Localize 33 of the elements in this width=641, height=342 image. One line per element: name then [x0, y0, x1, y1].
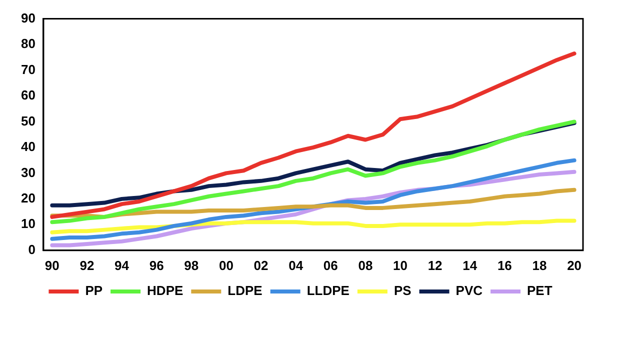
x-tick-label: 98 [184, 258, 199, 273]
legend-label: LDPE [228, 283, 263, 298]
x-tick-label: 96 [149, 258, 164, 273]
x-tick-label: 10 [393, 258, 408, 273]
x-tick-label: 92 [80, 258, 94, 273]
y-tick-label: 20 [20, 190, 36, 206]
y-tick-label: 50 [20, 113, 36, 128]
legend-label: PVC [456, 283, 484, 298]
x-tick-label: 02 [254, 258, 268, 273]
x-tick-label: 90 [44, 258, 60, 273]
legend-label: PP [85, 283, 103, 298]
y-tick-label: 0 [28, 242, 36, 257]
y-tick-label: 40 [20, 139, 36, 154]
x-tick-label: 14 [462, 258, 478, 273]
y-tick-label: 70 [20, 62, 36, 77]
x-tick-label: 06 [323, 258, 338, 273]
y-tick-label: 90 [20, 10, 36, 26]
x-tick-label: 08 [358, 258, 373, 273]
x-tick-label: 94 [114, 258, 130, 273]
legend-label: PET [527, 283, 552, 298]
legend-label: LLDPE [306, 283, 350, 298]
y-tick-label: 10 [20, 216, 36, 232]
x-tick-label: 00 [218, 258, 234, 273]
legend-label: HDPE [147, 283, 184, 298]
x-tick-label: 12 [428, 258, 442, 273]
y-tick-label: 60 [20, 88, 36, 103]
y-tick-label: 80 [20, 36, 36, 52]
x-tick-label: 18 [532, 258, 547, 273]
x-tick-label: 20 [567, 258, 582, 273]
x-tick-label: 16 [497, 258, 512, 273]
x-tick-label: 04 [288, 258, 304, 273]
legend-label: PS [394, 283, 412, 298]
y-tick-label: 30 [20, 164, 36, 180]
